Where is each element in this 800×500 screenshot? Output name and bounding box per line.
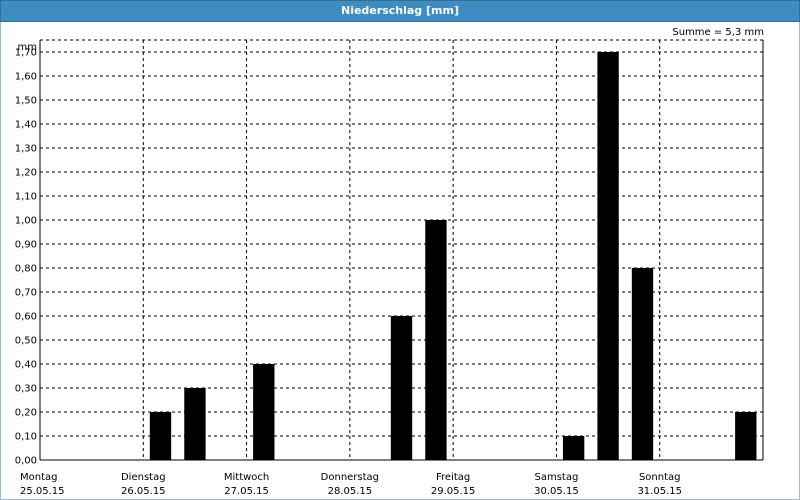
y-tick-label: 0,50	[15, 336, 37, 347]
y-tick-label: 1,50	[15, 96, 37, 107]
y-axis-label: mm	[18, 42, 37, 53]
y-tick-label: 0,00	[15, 456, 37, 467]
x-tick-date: 31.05.15	[637, 486, 682, 497]
bar	[149, 412, 172, 460]
chart-title: Niederschlag [mm]	[0, 0, 800, 22]
bar	[425, 220, 447, 460]
y-tick-label: 1,00	[15, 216, 37, 227]
y-tick-label: 1,20	[15, 168, 37, 179]
y-tick-label: 0,30	[15, 384, 37, 395]
y-tick-label: 0,20	[15, 408, 37, 419]
bar	[253, 364, 275, 460]
y-tick-label: 0,70	[15, 288, 37, 299]
y-tick-label: 0,90	[15, 240, 37, 251]
bar	[390, 316, 413, 460]
x-tick-weekday: Dienstag	[121, 472, 166, 483]
y-tick-label: 0,60	[15, 312, 37, 323]
x-tick-weekday: Montag	[20, 472, 57, 483]
bar	[597, 52, 619, 460]
x-tick-weekday: Donnerstag	[321, 472, 379, 483]
y-tick-label: 0,40	[15, 360, 37, 371]
x-tick-weekday: Samstag	[535, 472, 579, 483]
x-tick-date: 29.05.15	[431, 486, 476, 497]
x-tick-weekday: Sonntag	[639, 472, 681, 483]
sum-label: Summe = 5,3 mm	[672, 27, 764, 38]
y-tick-label: 0,10	[15, 432, 37, 443]
bar	[184, 388, 206, 460]
x-tick-date: 25.05.15	[20, 486, 65, 497]
bar	[735, 412, 757, 460]
x-tick-weekday: Freitag	[436, 472, 470, 483]
y-tick-label: 1,70	[15, 48, 37, 59]
bar	[631, 268, 654, 460]
y-tick-label: 1,40	[15, 120, 37, 131]
bar	[562, 436, 585, 460]
y-tick-label: 1,60	[15, 72, 37, 83]
y-tick-label: 0,80	[15, 264, 37, 275]
x-tick-date: 27.05.15	[224, 486, 269, 497]
x-tick-date: 30.05.15	[534, 486, 579, 497]
y-tick-label: 1,10	[15, 192, 37, 203]
y-tick-label: 1,30	[15, 144, 37, 155]
x-tick-date: 28.05.15	[328, 486, 373, 497]
x-tick-date: 26.05.15	[121, 486, 166, 497]
x-tick-weekday: Mittwoch	[224, 472, 269, 483]
